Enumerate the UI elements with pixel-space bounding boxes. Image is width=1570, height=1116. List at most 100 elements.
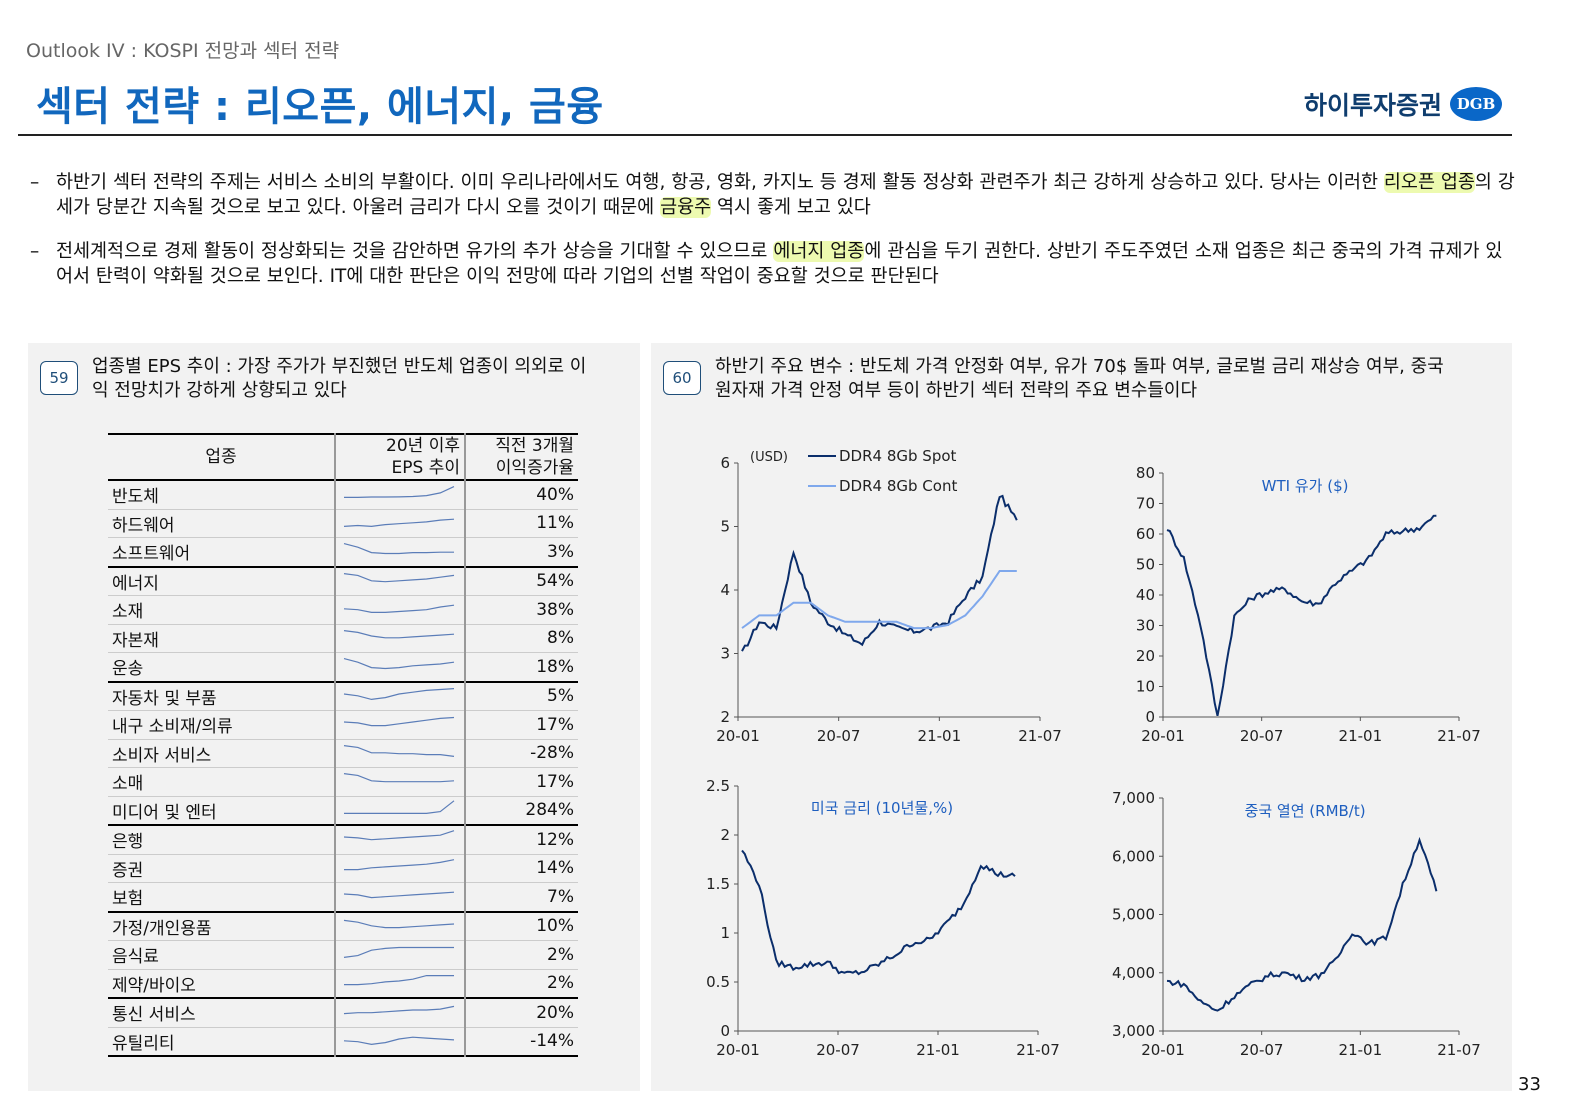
growth-value: 8% xyxy=(465,624,578,653)
chart-1: 2 3 4 5 6 20-01 20-07 21-01 21-07 (USD) DDR4 8Gb S… xyxy=(716,447,1062,745)
growth-value: 2% xyxy=(465,969,578,999)
series-line xyxy=(1166,514,1437,717)
growth-value: 14% xyxy=(465,854,578,883)
table-row: 제약/바이오 2% xyxy=(108,969,578,999)
growth-value: -28% xyxy=(465,739,578,768)
eps-sparkline-cell xyxy=(334,652,466,682)
y-tick-label: 20 xyxy=(1136,647,1155,665)
eps-sparkline xyxy=(344,486,455,499)
page-number: 33 xyxy=(1518,1074,1541,1095)
sector-name: 가정/개인용품 xyxy=(108,911,335,941)
bullet-text-part: 하반기 섹터 전략의 주제는 서비스 소비의 부활이다. 이미 우리나라에서도 … xyxy=(56,172,1384,193)
x-tick-label: 21-01 xyxy=(1339,727,1383,745)
growth-value: 12% xyxy=(465,825,578,855)
caption-line: 업종별 EPS 추이 : 가장 주가가 부진했던 반도체 업종이 의외로 이 xyxy=(92,356,587,377)
sector-name: 소매 xyxy=(108,767,335,797)
bullet-text-part: 역시 좋게 보고 있다 xyxy=(711,197,871,218)
sparkline-path xyxy=(343,543,454,555)
y-tick-label: 2 xyxy=(720,826,730,844)
eps-sparkline xyxy=(343,629,455,639)
eps-sparkline-cell xyxy=(334,480,466,510)
y-tick-label: 7,000 xyxy=(1112,789,1155,807)
col-header-growth: 직전 3개월 이익증가율 xyxy=(495,436,574,478)
y-tick-label: 50 xyxy=(1136,556,1155,574)
table-row: 보험 7% xyxy=(108,882,578,912)
sparkline-path xyxy=(343,919,455,928)
growth-value: 3% xyxy=(465,537,578,567)
sector-name: 소프트웨어 xyxy=(108,537,335,567)
sparkline-path xyxy=(343,658,455,670)
sector-name: 보험 xyxy=(108,882,335,912)
sector-name: 소비자 서비스 xyxy=(108,739,335,768)
eps-sparkline-cell xyxy=(334,767,466,797)
y-tick-label: 4,000 xyxy=(1112,964,1155,982)
bullet-text-part: 전세계적으로 경제 활동이 정상화되는 것을 감안하면 유가의 추가 상승을 기… xyxy=(56,241,774,262)
logo-text: 하이투자증권 xyxy=(1304,91,1443,120)
caption-line: 익 전망치가 강하게 상향되고 있다 xyxy=(92,380,347,401)
eps-sparkline xyxy=(343,658,455,670)
table-row: 자본재 8% xyxy=(108,624,578,653)
eps-sparkline xyxy=(343,830,455,841)
figure-caption: 하반기 주요 변수 : 반도체 가격 안정화 여부, 유가 70$ 돌파 여부,… xyxy=(715,355,1444,403)
growth-value: 17% xyxy=(465,767,578,797)
y-tick-label: 3,000 xyxy=(1112,1022,1155,1040)
chart-title: 미국 금리 (10년물,%) xyxy=(811,799,953,817)
eps-sparkline xyxy=(343,604,455,614)
eps-sparkline xyxy=(343,773,455,783)
sector-name: 미디어 및 엔터 xyxy=(108,796,335,826)
sector-name: 반도체 xyxy=(108,480,335,510)
table-row: 운송 18% xyxy=(108,652,578,682)
eps-sparkline xyxy=(344,800,455,814)
table-row: 통신 서비스 20% xyxy=(108,998,578,1028)
eps-sparkline-cell xyxy=(334,825,466,855)
sparkline-path xyxy=(343,687,455,700)
sparkline-path xyxy=(343,629,455,639)
y-tick-label: 0 xyxy=(1145,708,1155,726)
y-tick-label: 5 xyxy=(720,518,730,536)
x-tick-label: 20-07 xyxy=(1240,1041,1284,1059)
x-tick-label: 21-07 xyxy=(1437,727,1481,745)
title-divider xyxy=(18,134,1512,136)
growth-value: 54% xyxy=(465,566,578,596)
y-tick-label: 60 xyxy=(1136,525,1155,543)
chart-3: 0 0.5 1 1.5 2 2.5 20-01 20-07 21-01 21-07 미국 금리 (1… xyxy=(706,777,1060,1059)
x-tick-label: 21-01 xyxy=(916,1041,960,1059)
eps-table: 업종 20년 이후 EPS 추이 직전 3개월 이익증가율 반도체 40% 하드웨어 11… xyxy=(108,433,578,1057)
growth-value: 10% xyxy=(465,911,578,941)
growth-value: 11% xyxy=(465,509,578,538)
sector-name: 은행 xyxy=(108,825,335,855)
sparkline-path xyxy=(343,773,455,783)
bullet-item: – 하반기 섹터 전략의 주제는 서비스 소비의 부활이다. 이미 우리나라에서도… xyxy=(30,170,1515,220)
caption-line: 하반기 주요 변수 : 반도체 가격 안정화 여부, 유가 70$ 돌파 여부,… xyxy=(715,356,1444,377)
table-row: 미디어 및 엔터 284% xyxy=(108,796,578,826)
bullet-text-part: 의 강세가 당분간 지속될 것으로 보고 있다. 아울러 금리가 다시 오를 것… xyxy=(56,172,1515,218)
table-row: 소재 38% xyxy=(108,595,578,625)
eps-sparkline-cell xyxy=(334,796,466,826)
sparkline-path xyxy=(344,800,455,814)
table-row: 소비자 서비스 -28% xyxy=(108,739,578,768)
sparkline-path xyxy=(344,858,455,870)
y-tick-label: 70 xyxy=(1136,495,1155,513)
sector-name: 하드웨어 xyxy=(108,509,335,538)
sector-name: 소재 xyxy=(108,595,335,625)
sparkline-path xyxy=(343,1036,455,1045)
unit-label: (USD) xyxy=(750,450,788,465)
eps-sparkline xyxy=(343,919,455,928)
table-header-row: 업종 20년 이후 EPS 추이 직전 3개월 이익증가율 xyxy=(108,434,578,480)
growth-value: 38% xyxy=(465,595,578,625)
y-tick-label: 5,000 xyxy=(1112,906,1155,924)
y-tick-label: 2 xyxy=(720,708,730,726)
figure-caption: 업종별 EPS 추이 : 가장 주가가 부진했던 반도체 업종이 의외로 이 익… xyxy=(92,355,586,403)
caption-line: 원자재 가격 안정 여부 등이 하반기 섹터 전략의 주요 변수들이다 xyxy=(715,380,1198,401)
y-tick-label: 40 xyxy=(1136,586,1155,604)
y-tick-label: 10 xyxy=(1136,678,1155,696)
eps-sparkline xyxy=(343,744,455,757)
sparkline-path xyxy=(343,744,455,757)
legend-label: DDR4 8Gb Spot xyxy=(839,447,957,465)
chart-title: 중국 열연 (RMB/t) xyxy=(1245,802,1366,820)
table-row: 반도체 40% xyxy=(108,480,578,510)
eps-sparkline-cell xyxy=(334,537,466,567)
eps-sparkline xyxy=(344,858,455,870)
chart-4: 3,000 4,000 5,000 6,000 7,000 20-01 20-07 21-01… xyxy=(1112,789,1481,1059)
eps-sparkline-cell xyxy=(334,998,466,1028)
